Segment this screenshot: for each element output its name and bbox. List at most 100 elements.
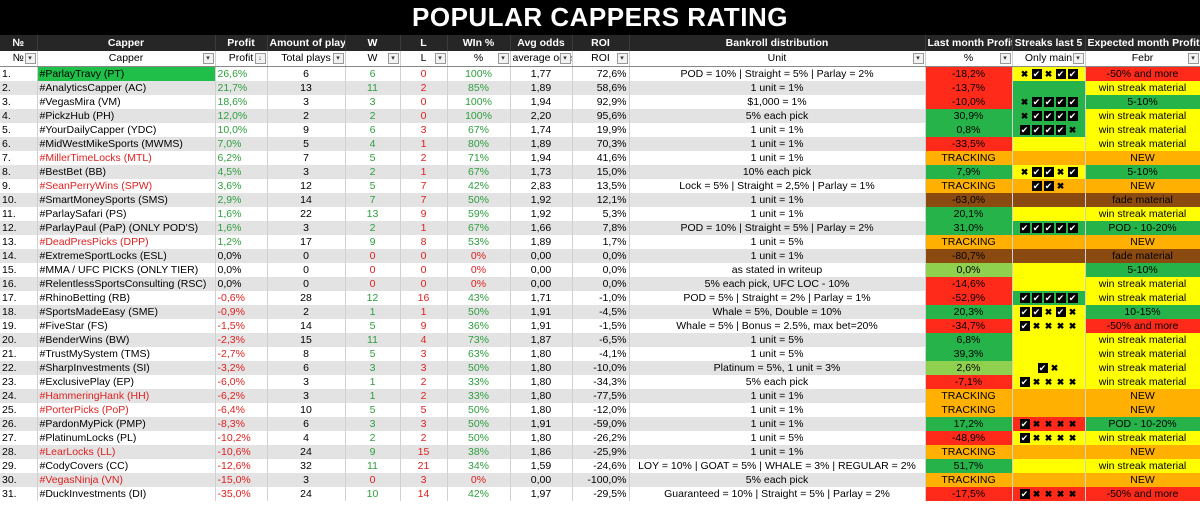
roi-cell: 0,0%: [572, 263, 630, 277]
avg-odds-cell: 0,00: [510, 263, 573, 277]
filter-dropdown-icon[interactable]: ▾: [497, 53, 509, 64]
unit-cell: 1 unit = 1%: [629, 151, 926, 165]
last-month-profit-cell: TRACKING: [925, 179, 1013, 193]
roi-cell: 58,6%: [572, 81, 630, 95]
row-number: 11.: [0, 207, 38, 221]
total-plays-cell: 2: [267, 109, 346, 123]
profit-cell: 12,0%: [215, 109, 268, 123]
check-icon: ✔: [1043, 124, 1054, 135]
streak-cell: [1012, 473, 1086, 487]
check-icon: ✔: [1019, 320, 1030, 331]
streak-cell: [1012, 263, 1086, 277]
filter-dropdown-icon[interactable]: ↓: [254, 53, 266, 64]
row-number: 4.: [0, 109, 38, 123]
unit-cell: 1 unit = 1%: [629, 389, 926, 403]
check-icon: ✔: [1043, 180, 1054, 191]
total-plays-cell: 5: [267, 137, 346, 151]
losses-cell: 0: [400, 66, 448, 81]
table-row: 20. #BenderWins (BW) -2,3% 15 11 4 73% 1,87 -6,5…: [0, 333, 1200, 347]
check-icon: ✔: [1031, 96, 1042, 107]
column-header: Profit: [215, 35, 268, 51]
wins-cell: 5: [345, 319, 401, 333]
cross-icon: ✖: [1056, 488, 1065, 499]
filter-dropdown-icon[interactable]: ▾: [1187, 53, 1199, 64]
unit-cell: as stated in writeup: [629, 263, 926, 277]
win-percent-cell: 73%: [447, 333, 511, 347]
losses-cell: 7: [400, 179, 448, 193]
wins-cell: 0: [345, 277, 401, 291]
check-icon: ✔: [1043, 166, 1054, 177]
cross-icon: ✖: [1044, 488, 1053, 499]
filter-dropdown-icon[interactable]: ▾: [616, 53, 628, 64]
wins-cell: 1: [345, 375, 401, 389]
cross-icon: ✖: [1044, 306, 1053, 317]
win-percent-cell: 33%: [447, 389, 511, 403]
roi-cell: -4,5%: [572, 305, 630, 319]
profit-cell: -12,6%: [215, 459, 268, 473]
capper-name: #ExclusivePlay (EP): [37, 375, 216, 389]
streak-cell: ✔ ✔ ✖ ✔ ✖: [1012, 305, 1086, 319]
filter-dropdown-icon[interactable]: ▾: [999, 53, 1011, 64]
row-number: 15.: [0, 263, 38, 277]
row-number: 25.: [0, 403, 38, 417]
avg-odds-cell: 1,92: [510, 193, 573, 207]
win-percent-cell: 43%: [447, 291, 511, 305]
filter-dropdown-icon[interactable]: ▾: [24, 53, 36, 64]
streak-cell: ✔ ✔ ✔ ✔ ✔: [1012, 291, 1086, 305]
table-row: 15. #MMA / UFC PICKS (ONLY TIER) 0,0% 0 0 0 0%…: [0, 263, 1200, 277]
unit-cell: 1 unit = 1%: [629, 123, 926, 137]
expected-profit-cell: win streak material: [1085, 333, 1200, 347]
losses-cell: 2: [400, 389, 448, 403]
streak-cell: ✔ ✖ ✖ ✖ ✖: [1012, 487, 1086, 501]
unit-cell: 5% each pick, UFC LOC - 10%: [629, 277, 926, 291]
filter-header-label: Only main: [1024, 52, 1073, 64]
check-icon: ✔: [1031, 306, 1042, 317]
table-row: 28. #LearLocks (LL) -10,6% 24 9 15 38% 1,86 -25,…: [0, 445, 1200, 459]
capper-name: #HammeringHank (HH): [37, 389, 216, 403]
wins-cell: 7: [345, 193, 401, 207]
roi-cell: -12,0%: [572, 403, 630, 417]
filter-dropdown-icon[interactable]: ▾: [1072, 53, 1084, 64]
row-number: 21.: [0, 347, 38, 361]
filter-dropdown-icon[interactable]: ▾: [912, 53, 924, 64]
profit-cell: -6,4%: [215, 403, 268, 417]
last-month-profit-cell: -34,7%: [925, 319, 1013, 333]
table-row: 17. #RhinoBetting (RB) -0,6% 28 12 16 43% 1,71-…: [0, 291, 1200, 305]
capper-name: #ParlaySafari (PS): [37, 207, 216, 221]
unit-cell: Whale = 5%, Double = 10%: [629, 305, 926, 319]
profit-cell: 1,6%: [215, 221, 268, 235]
filter-row: № ▾ Capper ▾ Profit ↓ Total plays ▾ W ▾ L ▾% ▾ averag…: [0, 51, 1200, 67]
profit-cell: 10,0%: [215, 123, 268, 137]
expected-profit-cell: -50% and more: [1085, 319, 1200, 333]
filter-dropdown-icon[interactable]: ▾: [387, 53, 399, 64]
win-percent-cell: 100%: [447, 66, 511, 81]
wins-cell: 2: [345, 165, 401, 179]
total-plays-cell: 3: [267, 473, 346, 487]
filter-header: W ▾: [345, 51, 401, 67]
total-plays-cell: 13: [267, 81, 346, 95]
table-row: 27. #PlatinumLocks (PL) -10,2% 4 2 2 50% 1,80 -2…: [0, 431, 1200, 445]
row-number: 10.: [0, 193, 38, 207]
check-icon: ✔: [1055, 96, 1066, 107]
last-month-profit-cell: -48,9%: [925, 431, 1013, 445]
roi-cell: 72,6%: [572, 66, 630, 81]
roi-cell: 95,6%: [572, 109, 630, 123]
page-title: POPULAR CAPPERS RATING: [0, 0, 1200, 35]
check-icon: ✔: [1031, 292, 1042, 303]
win-percent-cell: 59%: [447, 207, 511, 221]
roi-cell: 0,0%: [572, 277, 630, 291]
expected-profit-cell: NEW: [1085, 473, 1200, 487]
profit-cell: 7,0%: [215, 137, 268, 151]
total-plays-cell: 0: [267, 263, 346, 277]
last-month-profit-cell: 39,3%: [925, 347, 1013, 361]
column-header: №: [0, 35, 38, 51]
check-icon: ✔: [1019, 488, 1030, 499]
filter-dropdown-icon[interactable]: ▾: [332, 53, 344, 64]
filter-dropdown-icon[interactable]: ▾: [559, 53, 571, 64]
unit-cell: Guaranteed = 10% | Straight = 5% | Parla…: [629, 487, 926, 501]
table-row: 3. #VegasMira (VM) 18,6% 3 3 0 100% 1,94 92,9% $1…: [0, 95, 1200, 109]
filter-header-label: Total plays: [281, 52, 331, 64]
filter-dropdown-icon[interactable]: ▾: [202, 53, 214, 64]
table-row: 19. #FiveStar (FS) -1,5% 14 5 9 36% 1,91 -1,5% Wh…: [0, 319, 1200, 333]
filter-dropdown-icon[interactable]: ▾: [434, 53, 446, 64]
